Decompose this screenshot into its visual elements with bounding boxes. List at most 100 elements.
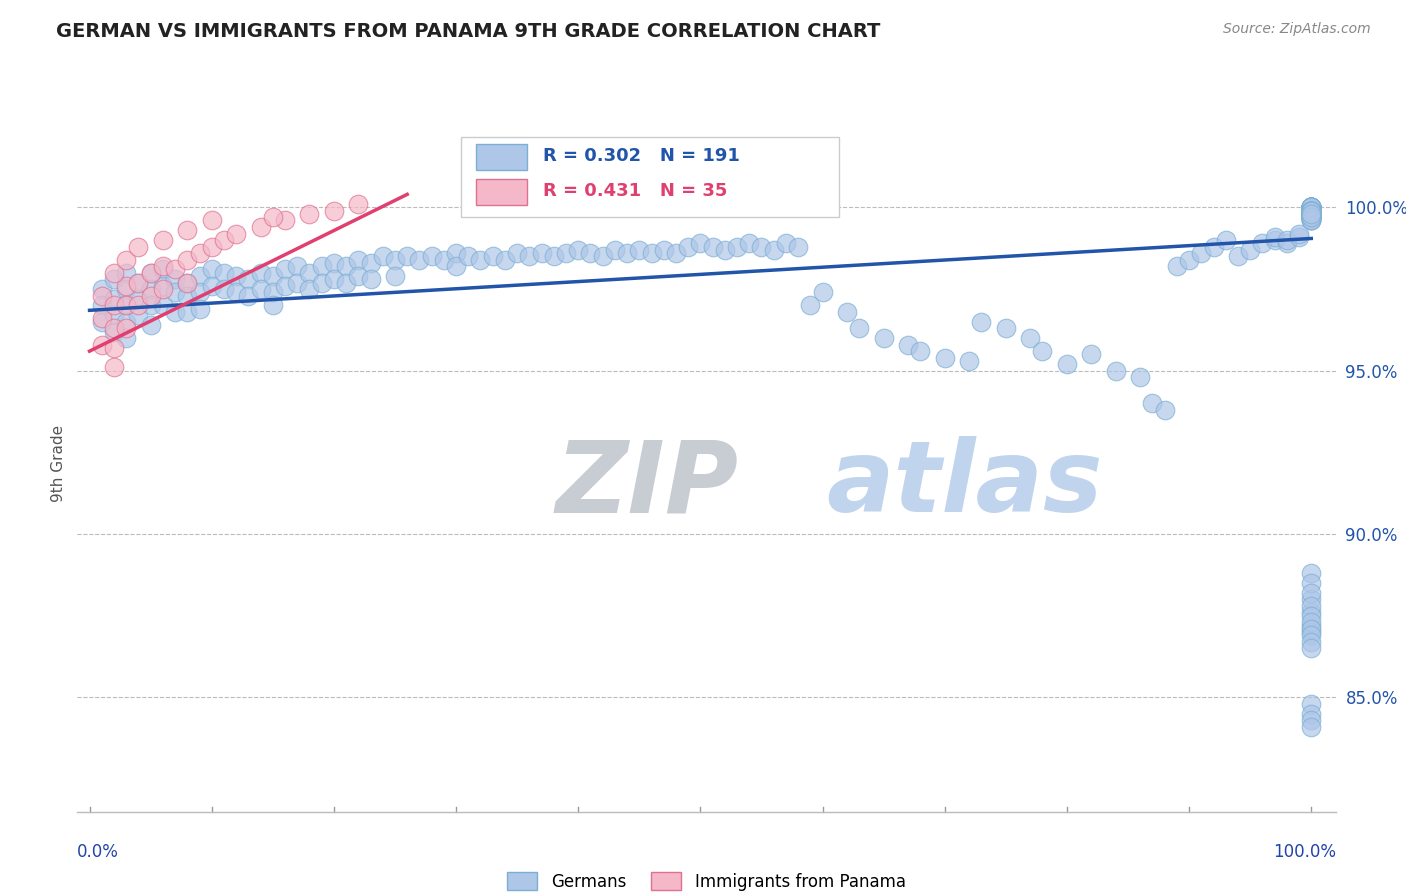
Text: 0.0%: 0.0%	[77, 843, 120, 861]
Point	[201, 213, 224, 227]
Point	[1301, 203, 1323, 218]
Point	[665, 246, 688, 260]
Point	[115, 282, 138, 296]
Point	[249, 266, 271, 280]
Point	[872, 331, 894, 345]
Point	[90, 315, 112, 329]
Point	[1301, 641, 1323, 656]
Point	[103, 298, 125, 312]
Point	[934, 351, 956, 365]
Text: atlas: atlas	[827, 436, 1102, 533]
Point	[567, 243, 589, 257]
Point	[1301, 207, 1323, 221]
Point	[957, 354, 980, 368]
Point	[262, 268, 284, 283]
Point	[603, 243, 626, 257]
Point	[1251, 236, 1274, 251]
Point	[1301, 201, 1323, 215]
Point	[1239, 243, 1261, 257]
Text: ZIP: ZIP	[555, 436, 738, 533]
Point	[1301, 201, 1323, 215]
Point	[1301, 201, 1323, 215]
Point	[298, 266, 321, 280]
Point	[127, 308, 149, 322]
Point	[1301, 203, 1323, 218]
Point	[212, 266, 235, 280]
Point	[103, 321, 125, 335]
Point	[1301, 697, 1323, 711]
Point	[103, 272, 125, 286]
Point	[970, 315, 993, 329]
Point	[1301, 213, 1323, 227]
Point	[127, 276, 149, 290]
Point	[1301, 201, 1323, 215]
Point	[1301, 618, 1323, 632]
Point	[1301, 635, 1323, 649]
Point	[201, 262, 224, 277]
Point	[775, 236, 797, 251]
Point	[444, 246, 467, 260]
Point	[176, 276, 198, 290]
Point	[322, 203, 344, 218]
Point	[139, 282, 162, 296]
Point	[1166, 259, 1188, 273]
Point	[1301, 211, 1323, 225]
Point	[238, 288, 260, 302]
Legend: Germans, Immigrants from Panama: Germans, Immigrants from Panama	[501, 866, 912, 892]
Text: GERMAN VS IMMIGRANTS FROM PANAMA 9TH GRADE CORRELATION CHART: GERMAN VS IMMIGRANTS FROM PANAMA 9TH GRA…	[56, 22, 880, 41]
Point	[311, 259, 333, 273]
Point	[1264, 233, 1286, 247]
Point	[1301, 608, 1323, 623]
Point	[249, 282, 271, 296]
Point	[152, 233, 174, 247]
Point	[1301, 203, 1323, 218]
Point	[897, 337, 920, 351]
Point	[1301, 211, 1323, 225]
Point	[165, 272, 187, 286]
Point	[127, 298, 149, 312]
Point	[188, 285, 211, 300]
Point	[165, 285, 187, 300]
Point	[139, 266, 162, 280]
Point	[212, 282, 235, 296]
Point	[1301, 203, 1323, 218]
Point	[139, 298, 162, 312]
Point	[640, 246, 662, 260]
Point	[115, 278, 138, 293]
Point	[1301, 203, 1323, 218]
Point	[176, 223, 198, 237]
Point	[689, 236, 711, 251]
Point	[103, 360, 125, 375]
Point	[738, 236, 761, 251]
Point	[1301, 586, 1323, 600]
Point	[1301, 211, 1323, 225]
Point	[1301, 211, 1323, 225]
Point	[1301, 201, 1323, 215]
Point	[1301, 576, 1323, 591]
Point	[1031, 344, 1053, 359]
Point	[1264, 229, 1286, 244]
Point	[1301, 211, 1323, 225]
Point	[1288, 229, 1310, 244]
Point	[848, 321, 870, 335]
Point	[470, 252, 492, 267]
Point	[444, 259, 467, 273]
Point	[127, 292, 149, 306]
Point	[1301, 201, 1323, 215]
Point	[103, 292, 125, 306]
Point	[90, 282, 112, 296]
Point	[811, 285, 834, 300]
Point	[262, 298, 284, 312]
Point	[1301, 207, 1323, 221]
Point	[1301, 592, 1323, 607]
Point	[1153, 403, 1175, 417]
Point	[90, 288, 112, 302]
Point	[408, 252, 430, 267]
Point	[262, 211, 284, 225]
Point	[285, 276, 308, 290]
Point	[1301, 615, 1323, 630]
Point	[1301, 201, 1323, 215]
Point	[1056, 357, 1078, 371]
Point	[188, 268, 211, 283]
Point	[103, 266, 125, 280]
